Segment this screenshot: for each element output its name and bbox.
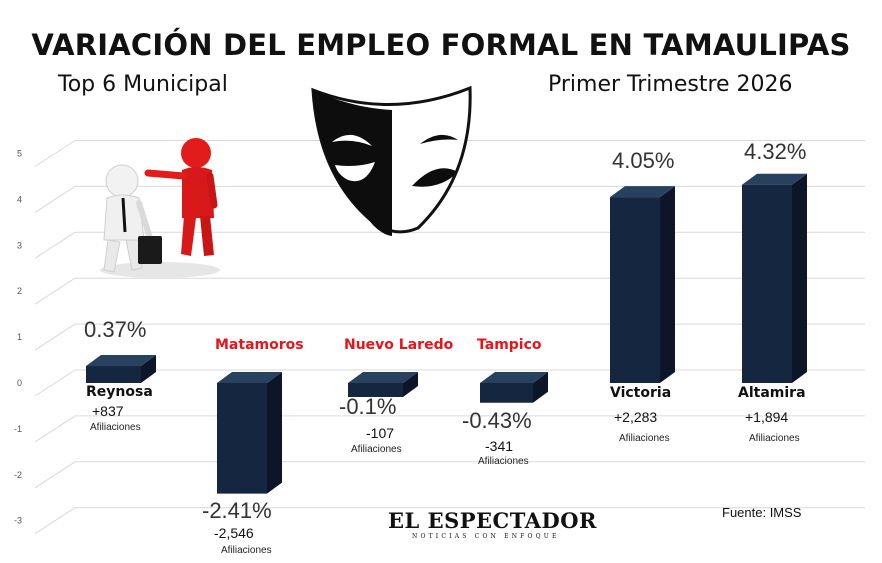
y-tick-label: 5 xyxy=(17,149,22,159)
bar-tampico xyxy=(480,383,533,403)
value-label-tampico: -0.43% xyxy=(462,408,532,433)
chart-subtitle-period: Primer Trimestre 2026 xyxy=(548,72,793,97)
y-tick-label: -2 xyxy=(14,470,22,480)
affiliations-value-victoria: +2,283 xyxy=(614,409,657,425)
y-axis-ticks: 5 4 3 2 1 0 -1 -2 -3 xyxy=(14,149,22,526)
bar-side-nuevo-laredo xyxy=(403,372,418,397)
data-source-note: Fuente: IMSS xyxy=(722,505,802,520)
category-label-victoria: Victoria xyxy=(610,385,671,401)
gridline-diagonal xyxy=(34,277,76,305)
gridline-diagonal xyxy=(34,507,76,535)
bar-side-victoria xyxy=(660,186,675,383)
value-label-matamoros: -2.41% xyxy=(202,498,272,523)
businessmen-pointing-icon xyxy=(100,138,220,278)
chart-bars xyxy=(86,173,807,494)
y-tick-label: 3 xyxy=(17,240,22,250)
bar-matamoros xyxy=(217,383,267,494)
bar-reynosa xyxy=(86,366,141,383)
bar-altamira xyxy=(742,184,792,383)
gridline-diagonal xyxy=(34,140,76,167)
affiliations-caption-victoria: Afiliaciones xyxy=(619,433,670,444)
gridline-diagonal xyxy=(34,323,76,351)
chart-title: VARIACIÓN DEL EMPLEO FORMAL EN TAMAULIPA… xyxy=(31,28,851,62)
category-label-reynosa: Reynosa xyxy=(86,384,153,400)
category-label-tampico: Tampico xyxy=(477,337,542,353)
bar-nuevo-laredo xyxy=(348,383,403,397)
bar-top-matamoros xyxy=(217,372,282,383)
affiliations-value-reynosa: +837 xyxy=(92,403,124,419)
affiliations-caption-nuevo-laredo: Afiliaciones xyxy=(351,444,402,455)
affiliations-value-altamira: +1,894 xyxy=(745,409,788,425)
bar-top-tampico xyxy=(480,372,548,383)
bar-top-altamira xyxy=(742,173,807,185)
category-label-nuevo-laredo: Nuevo Laredo xyxy=(344,337,454,353)
bar-victoria xyxy=(610,197,660,383)
affiliations-value-matamoros: -2,546 xyxy=(214,525,254,541)
affiliations-value-nuevo-laredo: -107 xyxy=(366,425,394,441)
category-label-matamoros: Matamoros xyxy=(215,337,304,353)
chart-gridlines xyxy=(34,140,865,535)
y-tick-label: -3 xyxy=(14,516,22,526)
value-label-reynosa: 0.37% xyxy=(84,317,146,342)
bar-side-matamoros xyxy=(267,372,282,494)
affiliations-caption-reynosa: Afiliaciones xyxy=(90,422,141,433)
affiliations-value-tampico: -341 xyxy=(485,438,513,454)
affiliations-caption-altamira: Afiliaciones xyxy=(749,433,800,444)
theater-mask-icon xyxy=(311,85,472,236)
gridline-diagonal xyxy=(34,415,76,443)
category-label-altamira: Altamira xyxy=(738,385,806,401)
bar-top-nuevo-laredo xyxy=(348,372,418,383)
publisher-logo: EL ESPECTADOR xyxy=(388,508,597,533)
bar-side-reynosa xyxy=(141,355,156,383)
y-tick-label: 0 xyxy=(17,378,22,388)
value-label-nuevo-laredo: -0.1% xyxy=(339,394,396,419)
chart-labels: 0.37% Reynosa +837 Afiliaciones -2.41% Matamo… xyxy=(84,139,806,556)
y-tick-label: 1 xyxy=(17,332,22,342)
affiliations-caption-matamoros: Afiliaciones xyxy=(221,545,272,556)
bar-side-altamira xyxy=(792,173,807,383)
value-label-altamira: 4.32% xyxy=(744,139,806,164)
bar-side-tampico xyxy=(533,372,548,403)
y-tick-label: 2 xyxy=(17,286,22,296)
y-tick-label: 4 xyxy=(17,194,22,204)
publisher-tagline: NOTICIAS CON ENFOQUE xyxy=(412,533,560,540)
affiliations-caption-tampico: Afiliaciones xyxy=(478,456,529,467)
bar-top-reynosa xyxy=(86,355,156,367)
y-tick-label: -1 xyxy=(14,424,22,434)
bar-top-victoria xyxy=(610,186,675,198)
chart-subtitle-scope: Top 6 Municipal xyxy=(58,72,228,97)
gridline-diagonal xyxy=(34,369,76,397)
gridline-diagonal xyxy=(34,231,76,259)
value-label-victoria: 4.05% xyxy=(612,148,674,173)
gridline-diagonal xyxy=(34,185,76,213)
gridline-diagonal xyxy=(34,461,76,489)
